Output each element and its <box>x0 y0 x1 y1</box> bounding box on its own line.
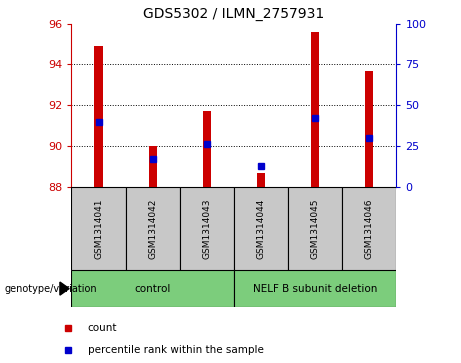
Bar <box>71 187 125 270</box>
Text: percentile rank within the sample: percentile rank within the sample <box>88 345 264 355</box>
Bar <box>148 146 157 187</box>
Text: NELF B subunit deletion: NELF B subunit deletion <box>253 284 378 294</box>
Bar <box>203 111 211 187</box>
Bar <box>234 187 288 270</box>
Bar <box>125 187 180 270</box>
Text: GSM1314045: GSM1314045 <box>311 199 320 259</box>
Text: GSM1314043: GSM1314043 <box>202 199 212 259</box>
Text: GSM1314044: GSM1314044 <box>256 199 266 259</box>
Bar <box>234 270 396 307</box>
Bar <box>365 70 373 187</box>
Text: GSM1314042: GSM1314042 <box>148 199 157 259</box>
Bar <box>311 32 319 187</box>
Text: GSM1314046: GSM1314046 <box>365 199 374 259</box>
Bar <box>95 46 103 187</box>
Bar <box>288 187 342 270</box>
Title: GDS5302 / ILMN_2757931: GDS5302 / ILMN_2757931 <box>143 7 325 21</box>
Text: count: count <box>88 323 117 333</box>
Bar <box>257 173 265 187</box>
Bar <box>342 187 396 270</box>
Text: GSM1314041: GSM1314041 <box>94 199 103 259</box>
Text: control: control <box>135 284 171 294</box>
Text: genotype/variation: genotype/variation <box>5 284 97 294</box>
Bar <box>180 187 234 270</box>
Bar <box>71 270 234 307</box>
